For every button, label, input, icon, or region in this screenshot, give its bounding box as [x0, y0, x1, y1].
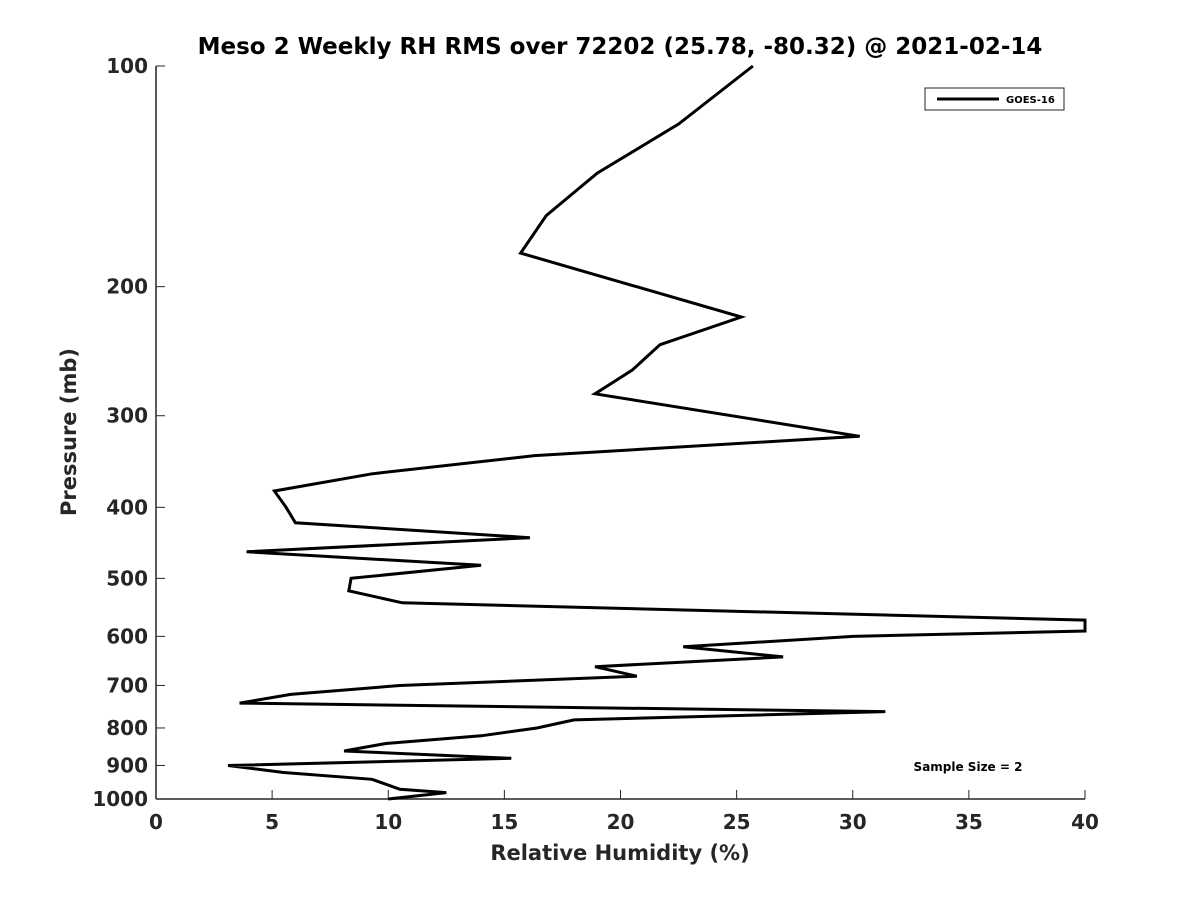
x-tick-label: 35: [955, 810, 983, 834]
x-tick-label: 25: [723, 810, 751, 834]
x-tick-label: 40: [1071, 810, 1099, 834]
y-tick-label: 1000: [92, 787, 148, 811]
x-tick-label: 30: [839, 810, 867, 834]
y-tick-label: 300: [106, 404, 148, 428]
y-tick-label: 500: [106, 566, 148, 590]
sample-size-annotation: Sample Size = 2: [914, 760, 1023, 774]
y-axis-label: Pressure (mb): [57, 348, 81, 516]
x-tick-label: 20: [607, 810, 635, 834]
y-tick-label: 800: [106, 716, 148, 740]
chart-title: Meso 2 Weekly RH RMS over 72202 (25.78, …: [198, 34, 1043, 60]
x-tick-label: 10: [374, 810, 402, 834]
legend-label: GOES-16: [1006, 95, 1055, 106]
series-line-goes-16: [227, 64, 1087, 801]
x-tick-label: 5: [265, 810, 279, 834]
y-tick-label: 700: [106, 673, 148, 697]
x-axis-label: Relative Humidity (%): [490, 841, 749, 865]
y-tick-label: 100: [106, 54, 148, 78]
y-tick-label: 400: [106, 495, 148, 519]
y-tick-label: 600: [106, 624, 148, 648]
axes: 0 5 10 15 20 25 30 35 40 100 200 300 400 500 600 700 800…: [92, 54, 1099, 834]
x-tick-label: 0: [149, 810, 163, 834]
y-tick-label: 200: [106, 275, 148, 299]
x-tick-label: 15: [490, 810, 518, 834]
legend: GOES-16: [924, 87, 1065, 111]
y-tick-label: 900: [106, 753, 148, 777]
